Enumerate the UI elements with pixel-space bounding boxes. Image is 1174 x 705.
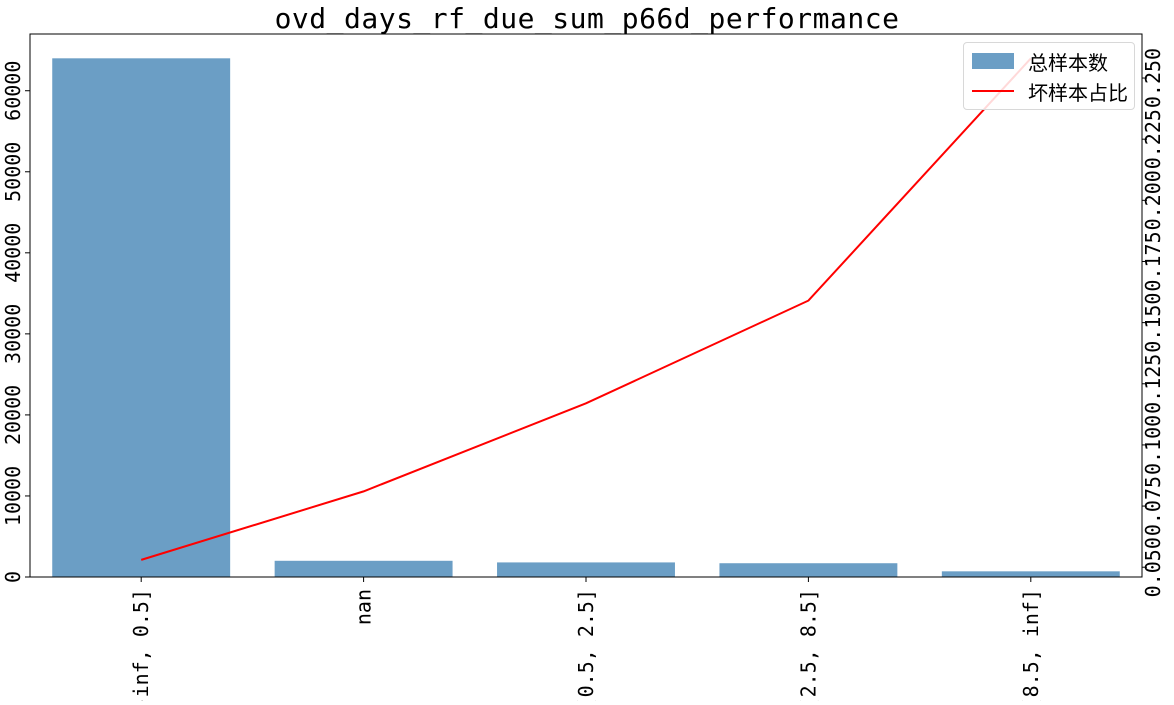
right-axis: 0.0500.0750.1000.1250.1500.1750.2000.225… [1141, 48, 1165, 597]
bars-layer [52, 58, 1120, 578]
legend: 总样本数 坏样本占比 [963, 42, 1135, 110]
right-tick-label-7: 0.225 [1141, 109, 1165, 169]
left-tick-label-1: 10000 [1, 466, 25, 526]
right-tick-label-5: 0.175 [1141, 231, 1165, 291]
legend-line-swatch [972, 90, 1014, 92]
right-tick-label-3: 0.125 [1141, 354, 1165, 414]
bar-2 [497, 562, 675, 577]
x-tick-label-3: (2.5, 8.5] [796, 589, 820, 701]
left-tick-label-3: 30000 [1, 304, 25, 364]
bar-4 [941, 571, 1120, 577]
left-tick-label-0: 0 [1, 571, 25, 583]
chart-title: ovd_days_rf_due_sum_p66d_performance [274, 2, 900, 35]
x-tick-label-4: (8.5, inf] [1019, 589, 1043, 701]
right-tick-label-8: 0.250 [1141, 48, 1165, 108]
right-tick-label-2: 0.100 [1141, 415, 1165, 475]
x-tick-label-0: (-inf, 0.5] [129, 589, 153, 701]
bar-1 [274, 560, 453, 577]
legend-bar-swatch [972, 53, 1014, 69]
bar-0 [52, 58, 231, 578]
bar-3 [719, 563, 898, 577]
left-tick-label-4: 40000 [1, 223, 25, 283]
x-tick-label-1: nan [352, 589, 376, 625]
left-tick-label-5: 50000 [1, 142, 25, 202]
x-tick-label-2: (0.5, 2.5] [574, 589, 598, 701]
left-tick-label-2: 20000 [1, 385, 25, 445]
legend-label-bar: 总样本数 [1028, 50, 1108, 75]
legend-label-line: 坏样本占比 [1028, 80, 1128, 105]
right-tick-label-1: 0.075 [1141, 476, 1165, 536]
right-tick-label-4: 0.150 [1141, 293, 1165, 353]
right-tick-label-0: 0.050 [1141, 537, 1165, 597]
left-tick-label-6: 60000 [1, 61, 25, 121]
left-axis: 0 10000 20000 30000 40000 50000 60000 [1, 61, 30, 583]
legend-item-bar: 总样本数 [972, 48, 1108, 75]
right-tick-label-6: 0.200 [1141, 170, 1165, 230]
line-series [140, 57, 1032, 561]
legend-item-line: 坏样本占比 [972, 78, 1128, 105]
x-axis: (-inf, 0.5] nan (0.5, 2.5] (2.5, 8.5] (8.5, … [129, 577, 1043, 705]
line-layer [140, 57, 1032, 561]
